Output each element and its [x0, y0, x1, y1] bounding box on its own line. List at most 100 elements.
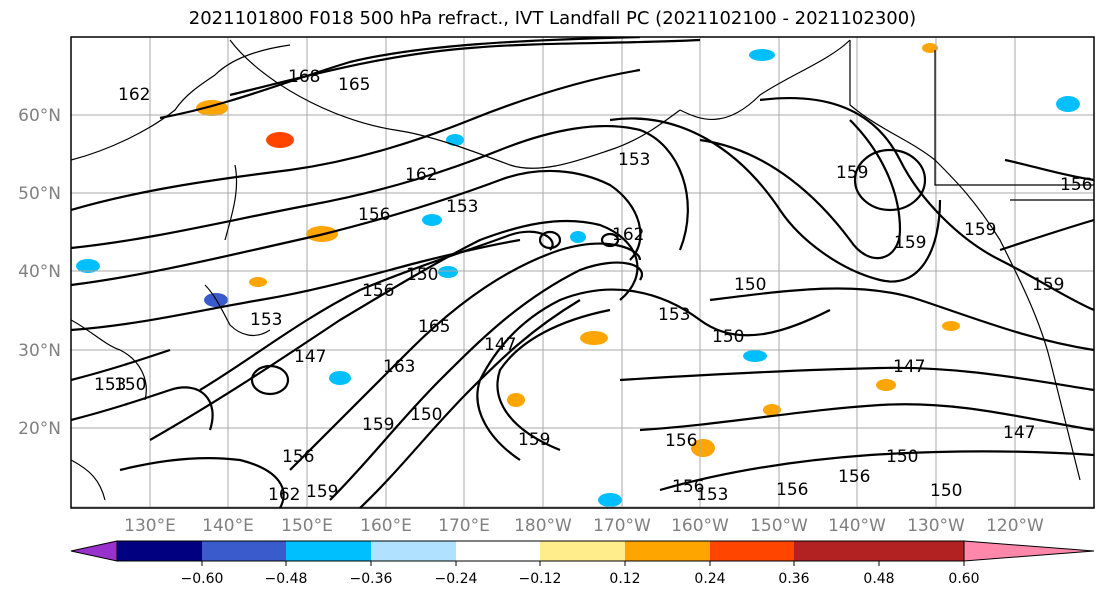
colorbar-swatch: [540, 541, 625, 561]
shaded-patch: [570, 231, 586, 243]
shaded-patch: [691, 439, 715, 457]
coastline-asia: [71, 44, 291, 161]
contour-label: 156: [838, 467, 870, 487]
coastline-philippines: [71, 459, 106, 501]
contour-label: 163: [383, 357, 415, 377]
contour-label: 150: [930, 481, 962, 501]
coastline-siberia: [229, 39, 681, 169]
contour-label: 159: [964, 220, 996, 240]
contour-label: 165: [418, 317, 450, 337]
lon-label: 140°W: [828, 516, 886, 536]
contour-label: 162: [405, 165, 437, 185]
colorbar-extend-low: [70, 540, 118, 562]
contours: [71, 37, 1094, 508]
shaded-patch: [446, 134, 464, 146]
contour-label: 156: [362, 281, 394, 301]
contour-line: [119, 456, 285, 508]
lon-label: 160°E: [360, 516, 412, 536]
contour-label: 156: [672, 477, 704, 497]
contour-label: 147: [893, 357, 925, 377]
shaded-patch: [422, 214, 442, 226]
longitude-labels: 130°E 140°E 150°E 160°E 170°E 180°W 170°…: [124, 516, 1044, 536]
contour-label: 159: [362, 415, 394, 435]
contour-label: 159: [894, 233, 926, 253]
colorbar-tick-label: −0.12: [519, 571, 562, 587]
contour-label: 147: [1003, 423, 1035, 443]
shaded-patch: [942, 321, 960, 331]
contour-label: 159: [1032, 275, 1064, 295]
colorbar-tick-label: −0.60: [181, 571, 224, 587]
colorbar-tick-label: 0.36: [778, 571, 809, 587]
colorbar-tick-label: 0.48: [863, 571, 894, 587]
lat-label: 60°N: [18, 106, 61, 126]
shaded-patch: [743, 350, 767, 362]
contour-label: 153: [658, 305, 690, 325]
coastline-sakhalin: [224, 164, 238, 241]
contour-label: 156: [358, 205, 390, 225]
contour-label: 150: [886, 447, 918, 467]
contour-line: [699, 119, 902, 260]
contour-label: 153: [446, 197, 478, 217]
colorbar-tick-label: 0.12: [609, 571, 640, 587]
contour-label: 150: [410, 405, 442, 425]
contour-label: 168: [288, 67, 320, 87]
shaded-patch: [598, 493, 622, 507]
contour-line: [71, 386, 214, 431]
colorbar-swatch: [879, 541, 964, 561]
lat-label: 30°N: [18, 341, 61, 361]
contour-line: [149, 219, 639, 441]
map-title: 2021101800 F018 500 hPa refract., IVT La…: [188, 8, 917, 29]
contour-label: 162: [118, 85, 150, 105]
colorbar-tick-label: 0.24: [694, 571, 725, 587]
contour-line: [71, 169, 642, 287]
lon-label: 130°E: [124, 516, 176, 536]
colorbar-tick-label: −0.48: [265, 571, 308, 587]
contour-label: 150: [114, 375, 146, 395]
colorbar-extend-high: [963, 540, 1095, 562]
shaded-patch: [922, 43, 938, 53]
contour-label: 147: [294, 347, 326, 367]
contour-line: [71, 68, 641, 212]
coastline-china: [71, 319, 147, 401]
colorbar-tick-label: −0.36: [350, 571, 393, 587]
lon-label: 180°W: [514, 516, 572, 536]
contour-line: [600, 232, 620, 248]
shaded-anomaly-patches: [76, 43, 1080, 507]
shaded-patch: [580, 331, 608, 345]
shaded-patch: [763, 404, 781, 416]
contour-line: [71, 348, 171, 382]
contour-label: 153: [618, 150, 650, 170]
contour-label: 156: [776, 480, 808, 500]
border-canada: [934, 50, 1094, 186]
contour-label: 159: [518, 430, 550, 450]
contour-line: [359, 299, 581, 508]
coastline-japan: [204, 284, 271, 337]
shaded-patch: [876, 379, 896, 391]
gridlines: [71, 37, 1094, 508]
contour-line: [709, 287, 1094, 352]
coastline-north-america: [849, 40, 1081, 481]
contour-label: 153: [696, 485, 728, 505]
lat-label: 40°N: [18, 262, 61, 282]
contour-label: 150: [712, 327, 744, 347]
colorbar-swatch: [794, 541, 879, 561]
colorbar-tick-label: −0.24: [435, 571, 478, 587]
lon-label: 170°E: [438, 516, 490, 536]
contour-label: 156: [1060, 175, 1092, 195]
contour-label: 162: [612, 225, 644, 245]
colorbar-swatch: [625, 541, 710, 561]
contour-line: [609, 117, 942, 283]
contour-line: [853, 148, 927, 212]
colorbar-swatch: [202, 541, 286, 561]
lon-label: 120°W: [986, 516, 1044, 536]
contour-line: [639, 403, 1094, 432]
shaded-patch: [507, 393, 525, 407]
contour-labels: 168 165 162 162 162 159 159 159 159 159 …: [94, 67, 1092, 505]
contour-label: 150: [734, 275, 766, 295]
colorbar-swatch: [286, 541, 371, 561]
lon-label: 150°E: [281, 516, 333, 536]
shaded-patch: [438, 266, 458, 278]
lon-label: 150°W: [750, 516, 808, 536]
contour-line: [159, 37, 641, 120]
